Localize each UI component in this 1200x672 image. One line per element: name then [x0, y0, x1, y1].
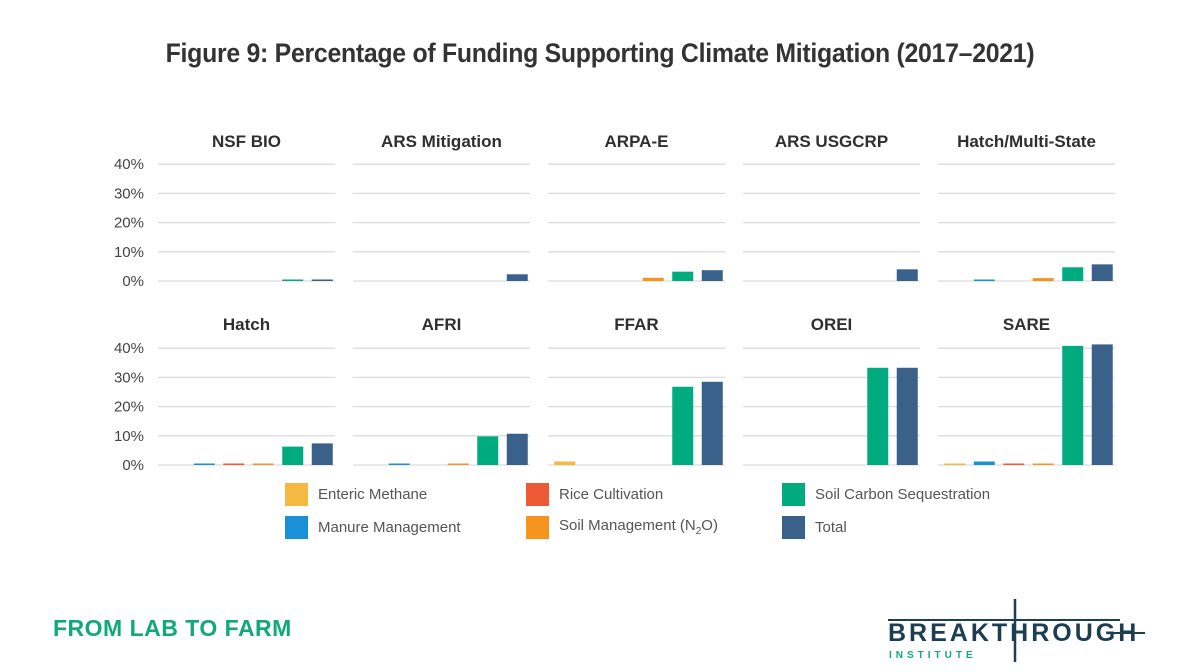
bar-soil-carbon-sequestration	[477, 436, 499, 465]
legend-swatch	[782, 482, 805, 506]
footer-tagline: FROM LAB TO FARM	[53, 615, 292, 641]
panel-title: ARS USGCRP	[775, 132, 888, 151]
panel-ars-mitigation: ARS Mitigation	[353, 132, 530, 282]
chart-area: 0% 10% 20% 30% 40% NSF BIO ARS Mitigation ARPA-…	[114, 132, 1115, 474]
y-tick-label: 20%	[114, 215, 144, 232]
bar-soil-management-n2o-	[252, 463, 274, 465]
panel-afri: AFRI	[353, 315, 530, 466]
bar-total	[1091, 264, 1113, 281]
legend-swatch	[526, 515, 549, 539]
bar-rice-cultivation	[223, 463, 245, 465]
panel-nsf-bio: 0% 10% 20% 30% 40% NSF BIO	[114, 132, 335, 290]
bar-enteric-methane	[554, 461, 576, 465]
bar-manure-management	[388, 463, 410, 465]
bar-total	[701, 270, 723, 281]
panel-hatch: 0% 10% 20% 30% 40% Hatch	[114, 315, 335, 474]
panel-title: Hatch	[223, 315, 270, 334]
bar-soil-management-n2o-	[1032, 278, 1054, 281]
legend-label: Manure Management	[318, 518, 461, 536]
y-tick-label: 30%	[114, 369, 144, 386]
bar-soil-management-n2o-	[642, 277, 664, 281]
legend-label: Total	[815, 518, 847, 536]
y-tick-label: 40%	[114, 340, 144, 357]
legend-item-total: Total	[782, 515, 847, 539]
bar-total	[506, 433, 528, 465]
legend-swatch	[782, 515, 805, 539]
panel-ffar: FFAR	[548, 315, 725, 466]
panel-orei: OREI	[743, 315, 920, 466]
panel-arpa-e: ARPA-E	[548, 132, 725, 282]
legend: Enteric Methane Manure Management Rice C…	[285, 482, 1045, 552]
bar-rice-cultivation	[1003, 463, 1025, 465]
bar-soil-carbon-sequestration	[672, 271, 694, 281]
panel-title: NSF BIO	[212, 132, 281, 151]
panel-title: ARPA-E	[605, 132, 669, 151]
bar-soil-management-n2o-	[1032, 463, 1054, 465]
legend-item-soil-carbon-sequestration: Soil Carbon Sequestration	[782, 482, 990, 506]
panel-title: FFAR	[614, 315, 658, 334]
panel-hatch-multi-state: Hatch/Multi-State	[938, 132, 1115, 282]
chart-title: Figure 9: Percentage of Funding Supporti…	[165, 38, 1035, 68]
bar-manure-management	[193, 463, 215, 465]
breakthrough-logo: BREAKTHROUGH INSTITUTE	[888, 599, 1145, 662]
panel-title: Hatch/Multi-State	[957, 132, 1096, 151]
bar-total	[1091, 344, 1113, 465]
panel-title: SARE	[1003, 315, 1050, 334]
legend-label: Enteric Methane	[318, 485, 428, 503]
panel-sare: SARE	[938, 315, 1115, 466]
bar-total	[896, 269, 918, 281]
legend-item-soil-management: Soil Management (N2O)	[526, 515, 718, 539]
legend-item-enteric-methane: Enteric Methane	[285, 482, 427, 506]
bar-soil-carbon-sequestration	[1062, 267, 1084, 281]
bar-soil-carbon-sequestration	[867, 367, 889, 465]
bar-total	[506, 274, 528, 281]
panel-title: ARS Mitigation	[381, 132, 502, 151]
bar-soil-management-n2o-	[447, 463, 469, 465]
legend-swatch	[285, 482, 308, 506]
logo-sub-text: INSTITUTE	[889, 650, 977, 661]
panel-title: OREI	[811, 315, 853, 334]
bar-total	[311, 279, 333, 281]
y-tick-label: 20%	[114, 399, 144, 416]
panel-ars-usgcrp: ARS USGCRP	[743, 132, 920, 282]
bar-manure-management	[973, 279, 995, 281]
bar-soil-carbon-sequestration	[1062, 345, 1084, 465]
y-tick-label: 10%	[114, 244, 144, 261]
legend-swatch	[285, 515, 308, 539]
bar-soil-carbon-sequestration	[672, 386, 694, 465]
legend-item-manure-management: Manure Management	[285, 515, 461, 539]
legend-label: Rice Cultivation	[559, 485, 664, 503]
legend-item-rice-cultivation: Rice Cultivation	[526, 482, 663, 506]
bar-soil-carbon-sequestration	[282, 279, 304, 281]
legend-label: Soil Carbon Sequestration	[815, 485, 991, 503]
bar-enteric-methane	[944, 463, 966, 465]
legend-swatch	[526, 482, 549, 506]
bar-total	[701, 381, 723, 465]
panel-title: AFRI	[422, 315, 462, 334]
y-tick-label: 40%	[114, 156, 144, 173]
bar-total	[311, 443, 333, 465]
bar-total	[896, 367, 918, 465]
y-tick-label: 0%	[122, 457, 144, 474]
logo-main-text: BREAKTHROUGH	[888, 619, 1139, 647]
y-tick-label: 10%	[114, 428, 144, 445]
y-tick-label: 0%	[122, 273, 144, 290]
bar-soil-carbon-sequestration	[282, 446, 304, 465]
y-tick-label: 30%	[114, 185, 144, 202]
legend-label: Soil Management (N2O)	[559, 517, 718, 537]
bar-manure-management	[973, 461, 995, 465]
